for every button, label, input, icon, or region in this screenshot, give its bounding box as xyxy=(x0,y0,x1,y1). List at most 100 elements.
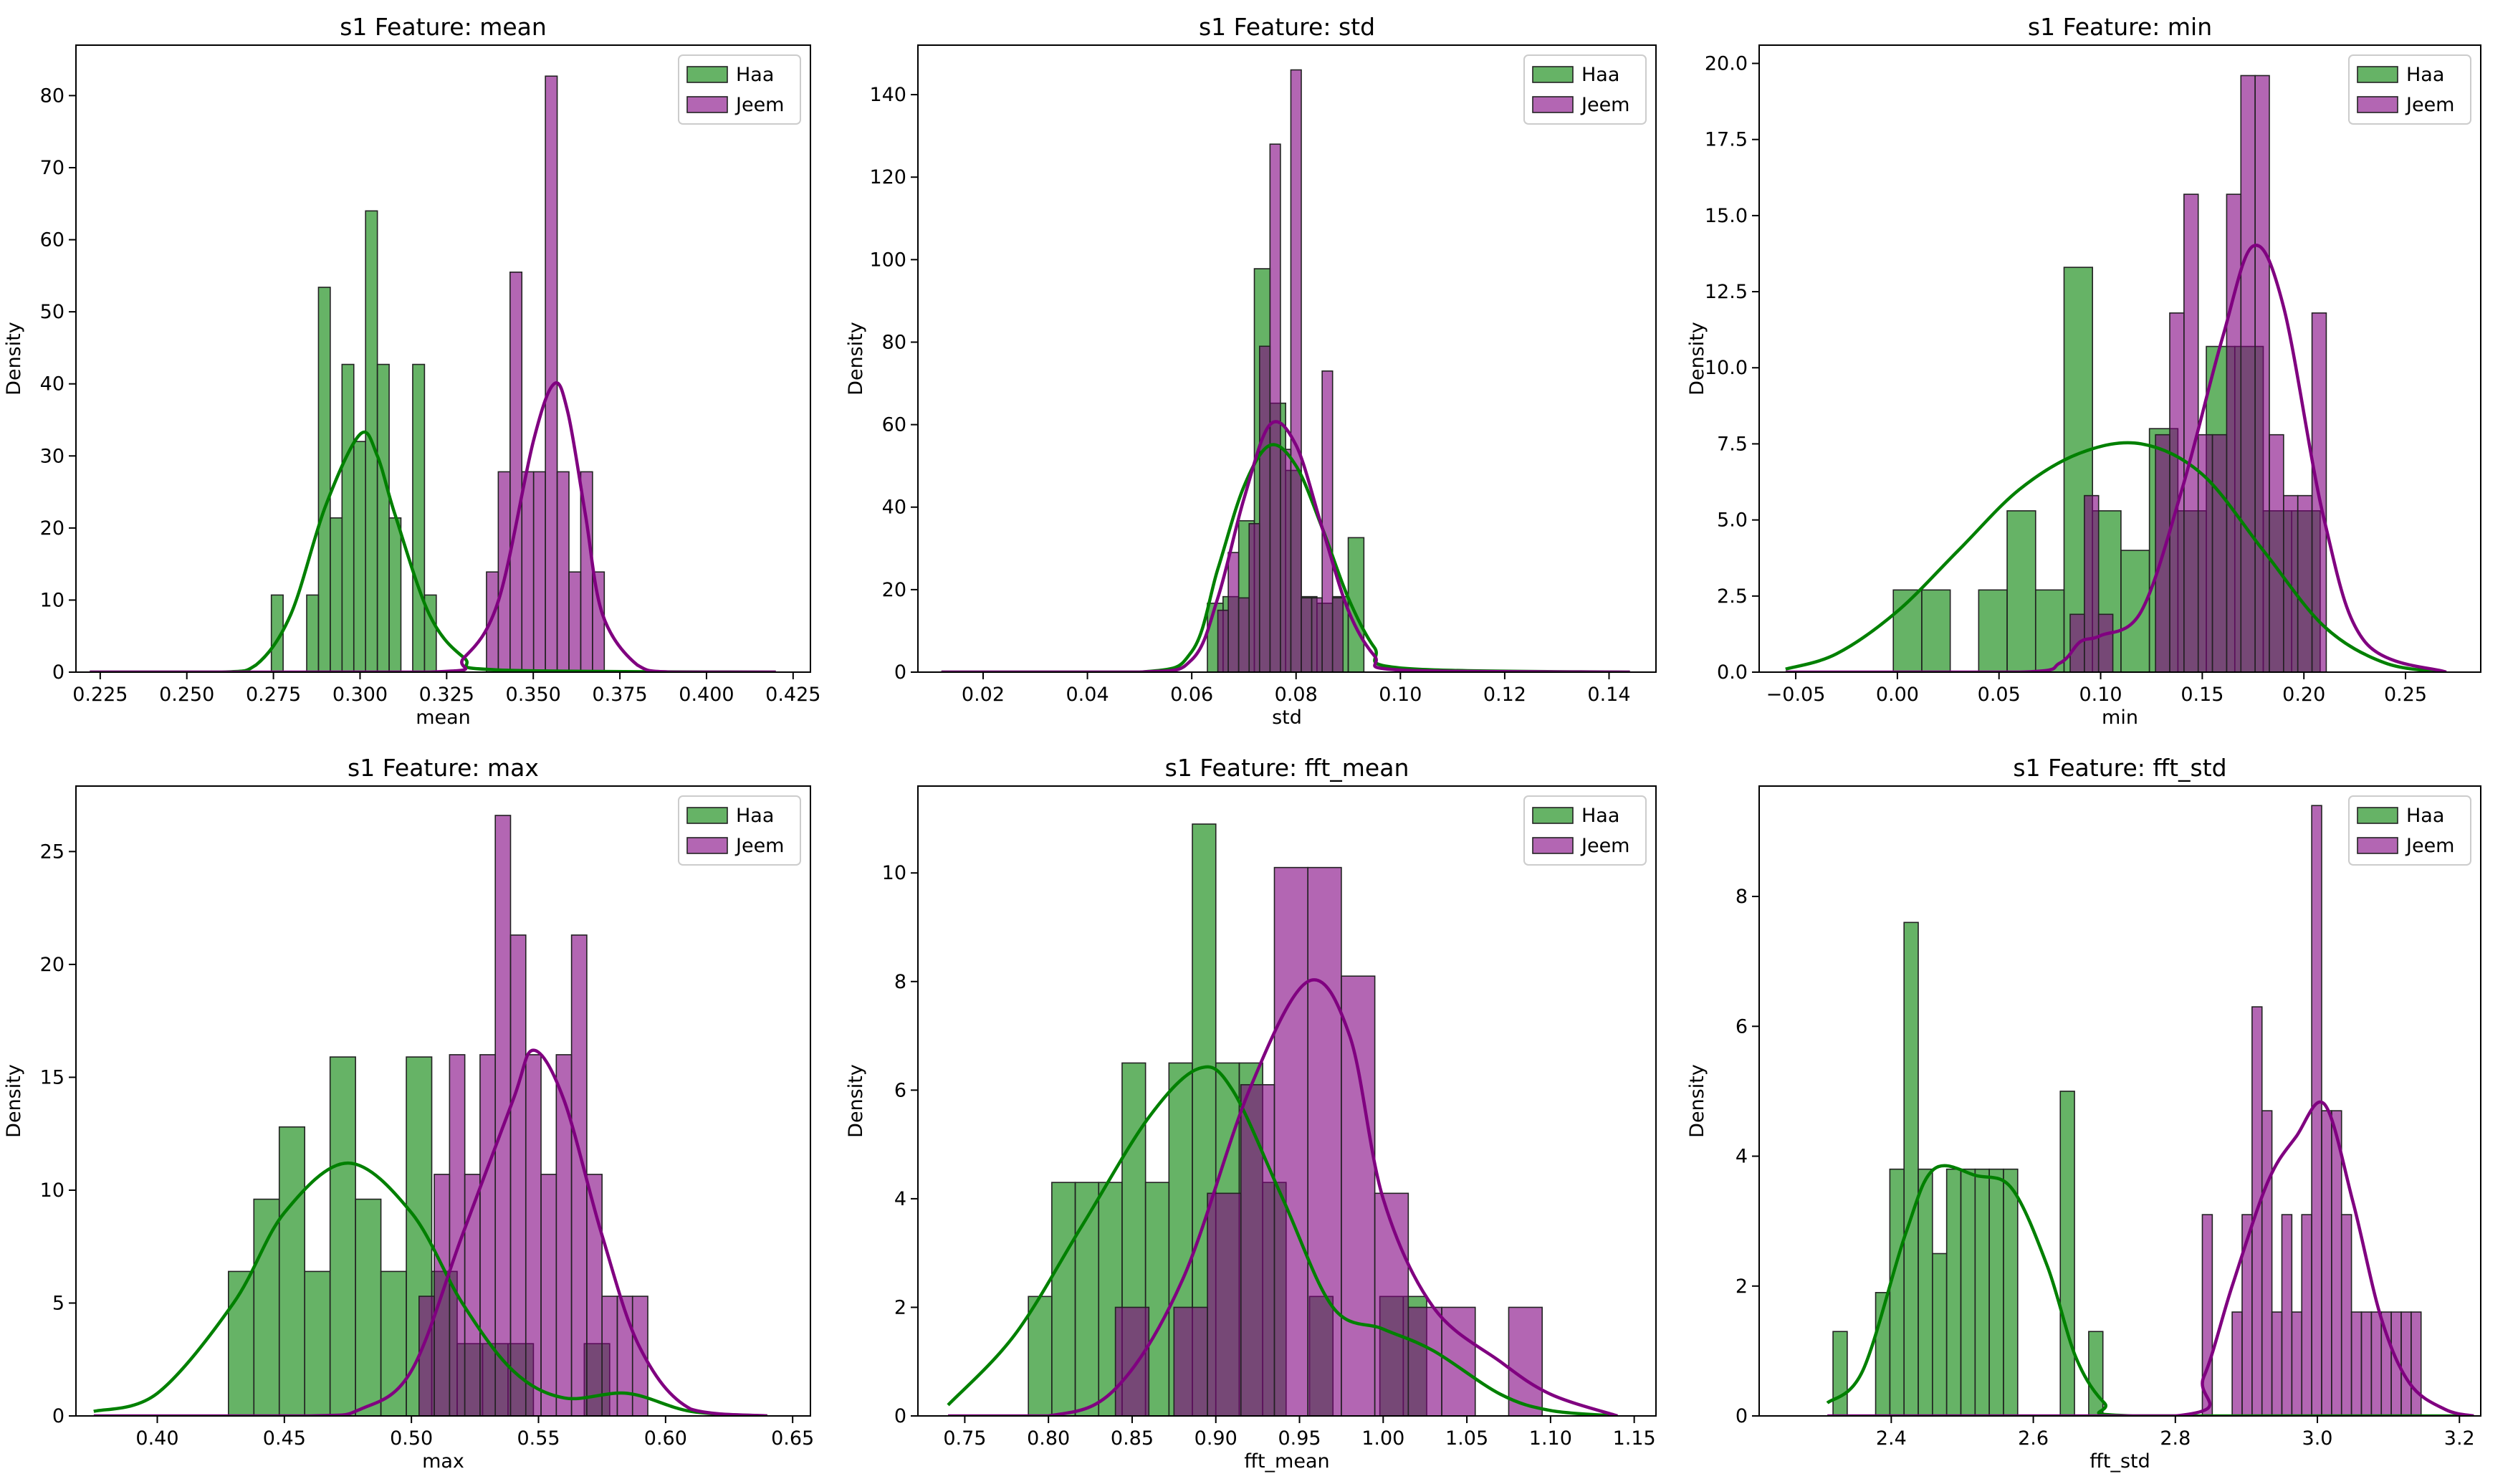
hist-bar-jeem-11 xyxy=(1321,370,1334,672)
x-tick-label: 0.85 xyxy=(1111,1427,1154,1450)
subplot-1: 0.225 0.250 0.275 0.300 0.325 0.350 0.375 0.400… xyxy=(3,13,820,729)
legend-swatch-jeem xyxy=(686,837,728,854)
y-tick-label: 80 xyxy=(40,85,64,107)
y-tick-label: 15.0 xyxy=(1705,205,1748,227)
kde-line-haa xyxy=(1826,1164,2474,1416)
hist-bar-haa-10 xyxy=(1988,1168,2004,1416)
y-tick-label: 20 xyxy=(40,517,64,540)
hist-bar-jeem-3 xyxy=(509,272,523,672)
hist-bar-haa-3 xyxy=(1074,1182,1100,1416)
x-tick-label: 1.15 xyxy=(1613,1427,1656,1450)
hist-bar-jeem-7 xyxy=(1341,975,1376,1416)
hist-bar-jeem-1 xyxy=(1217,609,1229,672)
hist-bar-jeem-5 xyxy=(479,1054,497,1416)
hist-bar-haa-3 xyxy=(1889,1168,1905,1416)
y-tick-label: 20.0 xyxy=(1705,52,1748,75)
y-tick-label: 0.0 xyxy=(1717,661,1748,684)
plot-area xyxy=(941,69,1630,672)
x-tick-label: 0.00 xyxy=(1876,684,1919,706)
hist-bar-haa-2 xyxy=(306,594,320,672)
hist-bar-jeem-9 xyxy=(540,1174,557,1416)
y-tick-label: 8 xyxy=(1736,886,1748,908)
legend-label-haa: Haa xyxy=(1581,805,1619,827)
legend-swatch-jeem xyxy=(1532,96,1574,113)
y-tick-label: 2.5 xyxy=(1717,585,1748,608)
x-tick-label: 1.10 xyxy=(1529,1427,1572,1450)
y-axis-label: Density xyxy=(1686,1064,1708,1138)
hist-bar-haa-3 xyxy=(317,287,331,672)
hist-bar-haa-6 xyxy=(1932,1253,1948,1416)
x-axis-label: fft_std xyxy=(2089,1450,2150,1473)
legend-label-haa: Haa xyxy=(2406,64,2444,86)
hist-bar-jeem-1 xyxy=(418,1296,435,1416)
y-tick-label: 4 xyxy=(894,1188,906,1210)
x-tick-label: 0.08 xyxy=(1275,684,1318,706)
hist-bar-haa-2 xyxy=(253,1198,280,1416)
hist-bar-haa-11 xyxy=(2003,1168,2019,1416)
legend-label-jeem: Jeem xyxy=(2405,94,2455,116)
hist-bar-haa-8 xyxy=(1960,1168,1976,1416)
hist-bar-jeem-5 xyxy=(1273,866,1308,1416)
y-tick-label: 7.5 xyxy=(1717,433,1748,455)
y-tick-label: 40 xyxy=(882,497,906,519)
x-tick-label: 0.06 xyxy=(1170,684,1213,706)
hist-bar-haa-13 xyxy=(2088,1331,2104,1416)
kde-line-haa xyxy=(93,1161,767,1416)
hist-bar-jeem-7 xyxy=(2197,434,2213,672)
x-tick-label: 2.8 xyxy=(2160,1427,2191,1450)
hist-bar-haa-6 xyxy=(353,441,366,672)
y-tick-label: 10 xyxy=(40,589,64,611)
x-tick-label: 0.50 xyxy=(390,1427,433,1450)
y-axis-label: Density xyxy=(3,1064,25,1138)
y-tick-label: 25 xyxy=(40,841,64,863)
hist-bar-jeem-9 xyxy=(2226,193,2242,672)
plot-area xyxy=(93,815,767,1416)
hist-bar-jeem-3 xyxy=(2097,613,2114,672)
hist-bar-haa-8 xyxy=(376,363,390,672)
hist-bar-jeem-11 xyxy=(2321,1110,2332,1416)
hist-bar-haa-4 xyxy=(1903,921,1919,1416)
y-tick-label: 0 xyxy=(894,1405,906,1427)
subplot-5: 0.75 0.80 0.85 0.90 0.95 1.00 1.05 1.10 1.15 0 2 4 6… xyxy=(845,754,1657,1473)
y-tick-label: 30 xyxy=(40,445,64,467)
hist-bar-jeem-14 xyxy=(2350,1311,2363,1416)
axes-frame xyxy=(917,785,1657,1417)
x-tick-label: 0.02 xyxy=(962,684,1005,706)
axes-frame xyxy=(1758,785,2481,1417)
legend-label-jeem: Jeem xyxy=(734,94,785,116)
hist-bar-jeem-3 xyxy=(1207,1192,1242,1416)
x-tick-label: 0.14 xyxy=(1587,684,1630,706)
x-axis-label: std xyxy=(1272,707,1302,729)
x-tick-label: 0.300 xyxy=(332,684,388,706)
y-tick-label: 70 xyxy=(40,157,64,179)
subplot-6: 2.4 2.6 2.8 3.0 3.2 0 2 4 6 8 s1 Feature: fft_stdf… xyxy=(1686,754,2481,1473)
hist-bar-haa-1 xyxy=(1832,1331,1848,1416)
kde-line-haa xyxy=(90,431,776,672)
legend-swatch-jeem xyxy=(2357,837,2398,854)
x-tick-label: 0.55 xyxy=(517,1427,560,1450)
hist-bar-haa-1 xyxy=(1028,1296,1053,1416)
legend-swatch-haa xyxy=(686,66,728,83)
x-axis-label: max xyxy=(422,1450,464,1473)
hist-bar-haa-10 xyxy=(412,363,426,672)
hist-bar-jeem-1 xyxy=(1114,1306,1150,1416)
y-tick-label: 10.0 xyxy=(1705,357,1748,379)
legend: Haa Jeem xyxy=(678,795,801,866)
x-tick-label: 3.2 xyxy=(2444,1427,2475,1450)
hist-bar-jeem-5 xyxy=(1258,345,1271,672)
hist-bar-jeem-15 xyxy=(2360,1311,2373,1416)
hist-bar-haa-6 xyxy=(355,1198,382,1416)
x-tick-label: −0.05 xyxy=(1766,684,1826,706)
legend-swatch-haa xyxy=(2357,807,2398,824)
x-tick-label: 0.60 xyxy=(644,1427,687,1450)
hist-bar-haa-4 xyxy=(304,1270,331,1416)
hist-bar-haa-5 xyxy=(341,363,355,672)
y-tick-label: 60 xyxy=(40,229,64,252)
hist-bar-jeem-12 xyxy=(2331,1110,2342,1416)
hist-bar-jeem-12 xyxy=(1331,597,1344,672)
hist-bar-jeem-2 xyxy=(2084,494,2100,672)
plot-area xyxy=(90,75,776,672)
axes-frame xyxy=(917,44,1657,673)
hist-bar-jeem-9 xyxy=(1407,1306,1442,1416)
legend-swatch-jeem xyxy=(1532,837,1574,854)
